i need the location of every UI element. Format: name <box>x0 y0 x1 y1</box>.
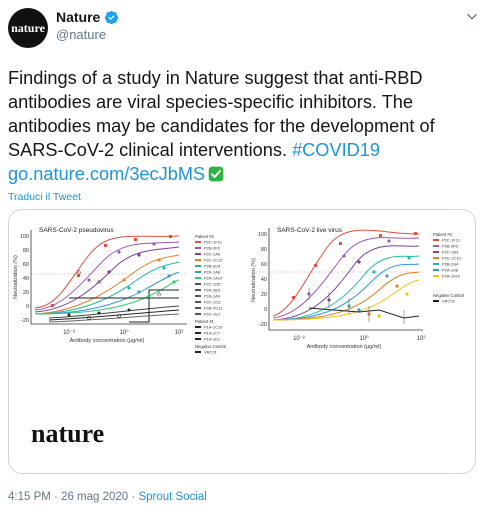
tweet-date[interactable]: 26 mag 2020 <box>61 491 129 503</box>
x-tick: 10⁰ <box>119 329 129 336</box>
y-tick: 100 <box>20 234 29 240</box>
x-tick: 10² <box>417 336 426 342</box>
legend-item: P2A-1A9 <box>204 294 221 299</box>
legend-item: P2A-1A8 <box>204 270 221 275</box>
legend-item: P2B-2G4 <box>442 262 459 267</box>
avatar-logo-text: nature <box>11 20 45 35</box>
check-mark-emoji-icon <box>208 166 224 182</box>
meta-separator: · <box>128 491 139 503</box>
panel-title: SARS-CoV-2 live virus <box>277 227 343 234</box>
legend-item: P2C-1D5 <box>204 282 221 287</box>
x-axis-label: Antibody concentration (μg/ml) <box>307 344 382 350</box>
y-tick: 80 <box>23 248 29 254</box>
panel-pseudovirus: SARS-CoV-2 pseudovirus 100 80 60 40 20 0… <box>13 227 226 355</box>
x-axis-label: Antibody concentration (μg/ml) <box>70 338 145 344</box>
tweet-metadata: 4:15 PM · 26 mag 2020 · Sprout Social <box>8 491 207 503</box>
verified-badge-icon <box>105 10 119 24</box>
hashtag-link[interactable]: #COVID19 <box>292 140 381 160</box>
chevron-down-icon[interactable] <box>465 10 479 24</box>
x-tick: 10⁻² <box>293 336 305 342</box>
tweet-body: Findings of a study in Nature suggest th… <box>8 68 435 160</box>
legend-item: VRC01 <box>204 350 218 355</box>
legend-item: P2B-2F6 <box>204 246 221 251</box>
url-link[interactable]: go.nature.com/3ecJbMS <box>8 164 206 184</box>
panel-live-virus: SARS-CoV-2 live virus 100 80 60 40 20 0 … <box>251 227 464 350</box>
legend-group-title: Patient #2 <box>195 234 215 239</box>
legend-group-title: Negative Control <box>195 344 226 349</box>
legend-item: P2B-2G11 <box>204 306 223 311</box>
y-tick: 40 <box>261 277 267 283</box>
legend-item: P2B-2F6 <box>442 244 459 249</box>
x-tick: 10⁰ <box>359 335 369 342</box>
x-tick: 10² <box>175 330 184 336</box>
x-tick: 10⁻² <box>63 330 75 336</box>
handle[interactable]: @nature <box>56 27 107 42</box>
tweet-text: Findings of a study in Nature suggest th… <box>8 66 486 186</box>
legend-item: P2A-1B3 <box>204 288 221 293</box>
nature-logo: nature <box>31 419 104 448</box>
figure-image: SARS-CoV-2 pseudovirus 100 80 60 40 20 0… <box>13 227 464 448</box>
y-tick: 60 <box>23 262 29 268</box>
legend-group-title: Patient #1 <box>195 319 215 324</box>
y-tick: -20 <box>259 322 267 328</box>
legend-item: P2A-1A8 <box>442 268 459 273</box>
legend-item: P1A-1C10 <box>204 325 223 330</box>
tweet-source-link[interactable]: Sprout Social <box>138 491 207 503</box>
legend-item: P1A-1C7 <box>204 331 221 336</box>
y-tick: 20 <box>23 290 29 296</box>
legend-item: P2B-2G4 <box>204 264 221 269</box>
y-axis-label: Neutralization (%) <box>251 258 257 302</box>
legend-item: P2C-1C10 <box>442 256 461 261</box>
tweet-time[interactable]: 4:15 PM <box>8 491 51 503</box>
legend-item: P2C-1F11 <box>442 238 461 243</box>
legend-item: P2C-1A3 <box>204 252 221 257</box>
y-tick: 0 <box>264 307 267 313</box>
y-tick: 60 <box>261 262 267 268</box>
author-name-row[interactable]: Nature <box>56 9 119 25</box>
legend-item: P2C-1C10 <box>204 258 223 263</box>
legend-patient2-items: P2C-1F11 P2B-2F6 P2C-1A3 P2C-1C10 P2B-2G… <box>195 240 223 317</box>
legend-group-title: Patient #2 <box>433 232 453 237</box>
legend-item: P2C-1F11 <box>204 240 223 245</box>
y-tick: 100 <box>258 232 267 238</box>
legend-item: P2A-1A10 <box>204 276 223 281</box>
legend-item: P2A-1A10 <box>442 274 461 279</box>
y-tick: 80 <box>261 247 267 253</box>
media-image[interactable]: SARS-CoV-2 pseudovirus 100 80 60 40 20 0… <box>8 209 476 474</box>
y-tick: 20 <box>261 292 267 298</box>
translate-tweet-link[interactable]: Traduci il Tweet <box>8 191 81 203</box>
legend-item: P2C-1E1 <box>204 312 221 317</box>
legend-group-title: Negative Control <box>433 293 464 298</box>
meta-separator: · <box>50 491 62 503</box>
legend-item: P2C-1A3 <box>442 250 459 255</box>
y-tick: 40 <box>23 276 29 282</box>
legend-patient2-items: P2C-1F11 P2B-2F6 P2C-1A3 P2C-1C10 P2B-2G… <box>433 238 461 279</box>
y-axis-label: Neutralization (%) <box>13 255 19 299</box>
legend-item: VRC01 <box>442 299 456 304</box>
legend-item: P1A-1D1 <box>204 337 221 342</box>
y-tick: 0 <box>26 304 29 310</box>
y-tick: -20 <box>21 318 29 324</box>
avatar[interactable]: nature <box>8 8 48 48</box>
legend-item: P2C-1C8 <box>204 300 221 305</box>
panel-title: SARS-CoV-2 pseudovirus <box>39 227 115 234</box>
display-name[interactable]: Nature <box>56 9 101 25</box>
